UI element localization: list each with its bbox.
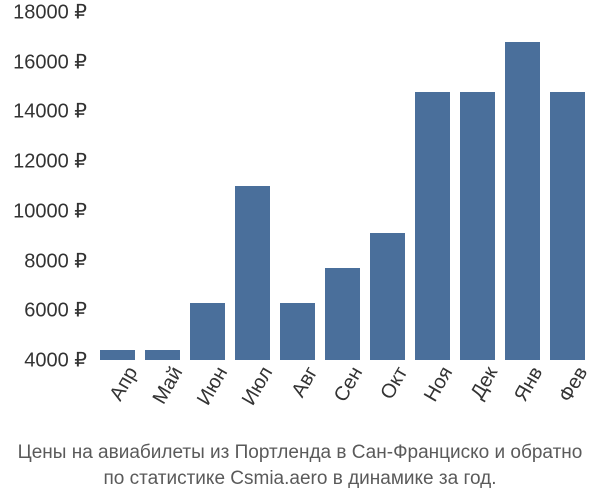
x-tick: Апр [100, 360, 143, 405]
x-tick: Ноя [414, 360, 457, 406]
bar [190, 303, 225, 360]
x-tick: Июл [232, 360, 277, 410]
y-tick: 8000 ₽ [24, 248, 95, 273]
x-tick: Май [143, 360, 188, 408]
bar [550, 92, 585, 360]
y-tick: 12000 ₽ [13, 149, 95, 174]
price-chart: 4000 ₽ 6000 ₽ 8000 ₽ 10000 ₽ 12000 ₽ 14000 ₽ 1… [0, 0, 600, 500]
bar [235, 186, 270, 360]
plot-area: 4000 ₽6000 ₽8000 ₽10000 ₽12000 ₽14000 ₽1… [95, 12, 590, 360]
y-tick: 18000 ₽ [13, 0, 95, 25]
chart-caption: Цены на авиабилеты из Портленда в Сан-Фр… [0, 440, 600, 491]
bar [280, 303, 315, 360]
bar [370, 233, 405, 360]
y-tick: 16000 ₽ [13, 49, 95, 74]
x-tick: Окт [371, 360, 413, 404]
y-tick: 10000 ₽ [13, 198, 95, 223]
x-tick: Янв [504, 360, 547, 406]
bar [460, 92, 495, 360]
bar-series [95, 12, 590, 360]
x-tick: Сен [324, 360, 367, 406]
bar [415, 92, 450, 360]
x-tick: Фев [549, 360, 593, 407]
y-tick: 6000 ₽ [24, 298, 95, 323]
bar [145, 350, 180, 360]
bar [325, 268, 360, 360]
bar [100, 350, 135, 360]
caption-line-1: Цены на авиабилеты из Портленда в Сан-Фр… [0, 440, 600, 466]
bar [505, 42, 540, 360]
y-tick: 4000 ₽ [24, 348, 95, 373]
caption-line-2: по статистике Csmia.aero в динамике за г… [0, 466, 600, 492]
y-tick: 14000 ₽ [13, 99, 95, 124]
x-tick: Июн [187, 360, 232, 410]
x-tick: Авг [282, 360, 323, 402]
x-tick: Дек [461, 360, 503, 403]
